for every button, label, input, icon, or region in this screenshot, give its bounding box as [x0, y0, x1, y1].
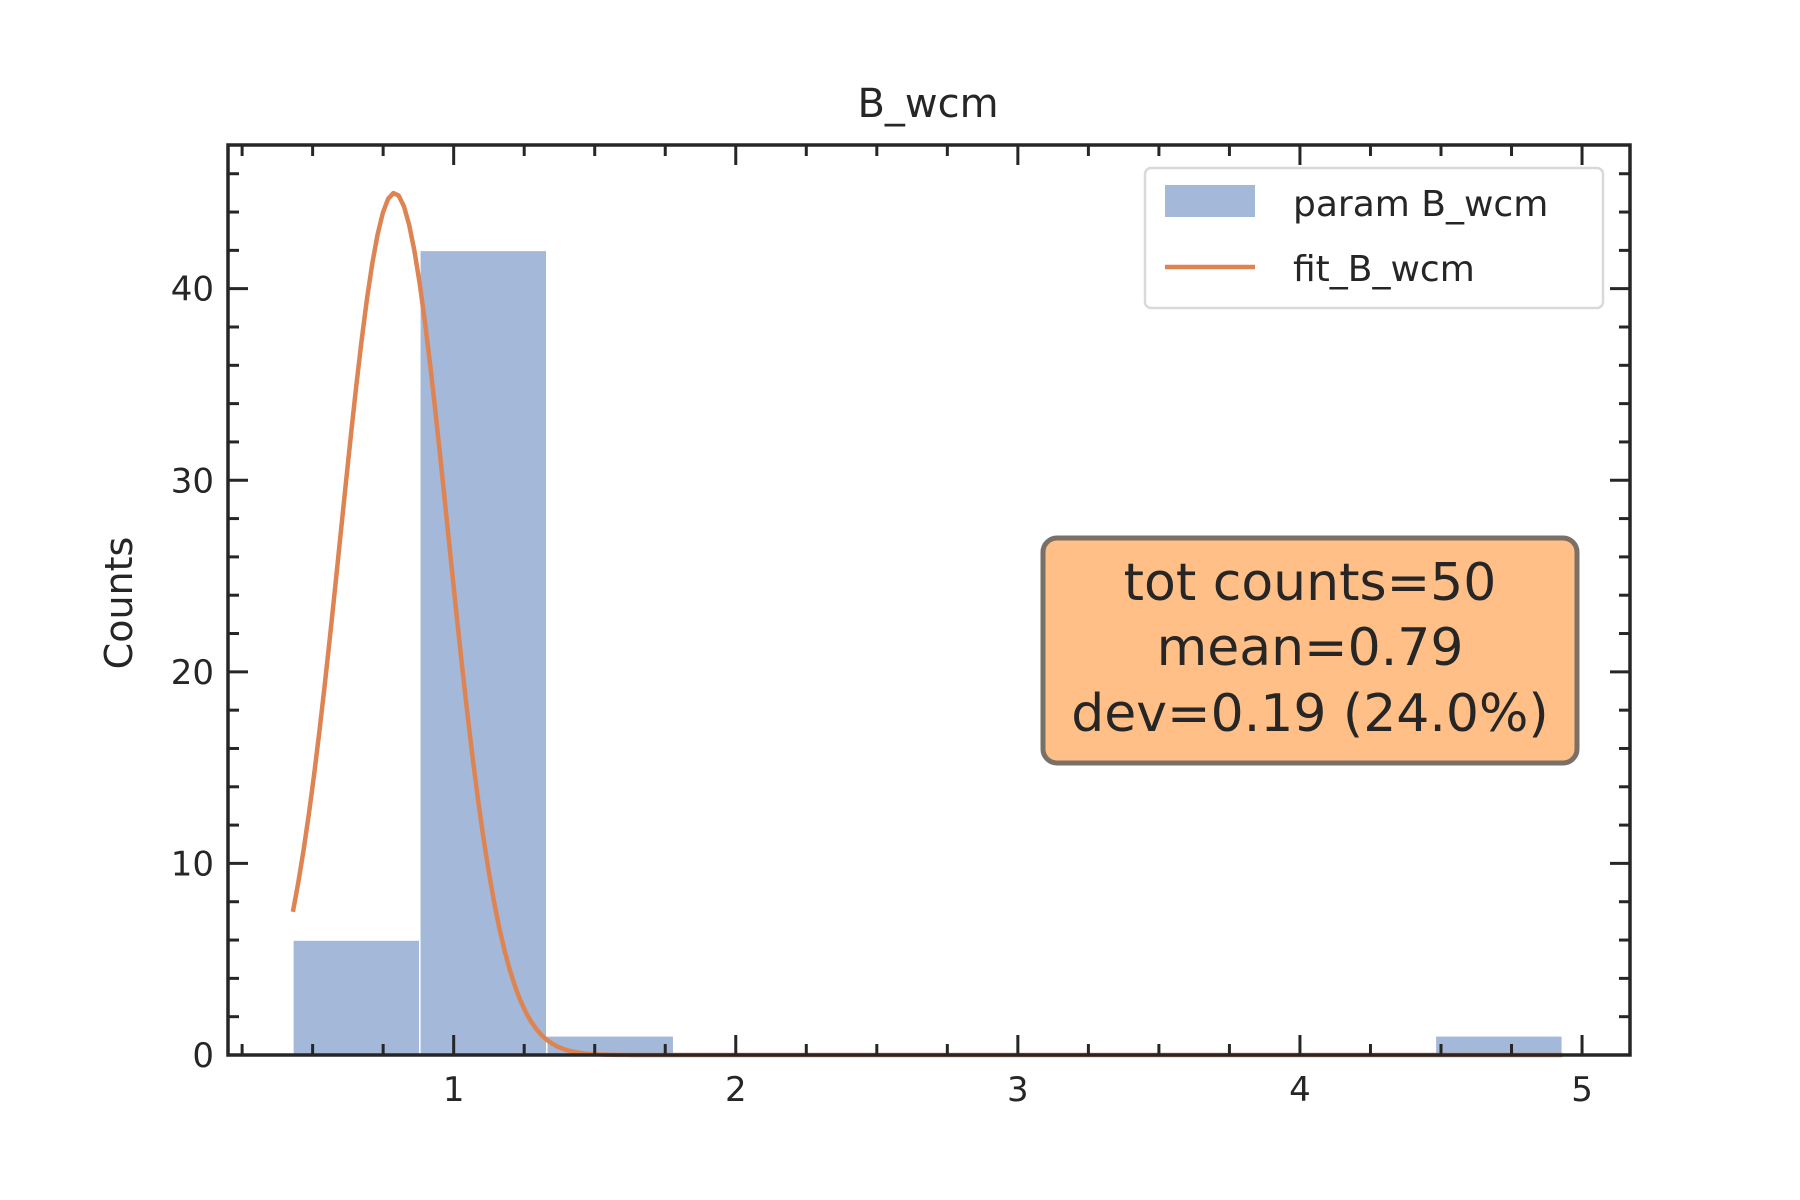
y-tick-label: 0: [192, 1036, 214, 1076]
y-tick-label: 20: [171, 653, 214, 693]
stats-line-dev: dev=0.19 (24.0%): [1071, 684, 1548, 744]
legend: param B_wcm fit_B_wcm: [1143, 166, 1605, 310]
histogram-bar: [292, 939, 421, 1056]
stats-box-frame: [1040, 535, 1580, 766]
y-tick-label: 10: [171, 844, 214, 884]
y-tick-label: 40: [171, 270, 214, 310]
legend-frame: [1143, 166, 1605, 310]
x-tick-label: 2: [725, 1070, 747, 1110]
plot-frame: [226, 143, 1632, 1057]
y-axis-label: Counts: [97, 537, 141, 670]
x-tick-label: 3: [1007, 1070, 1029, 1110]
x-tick-label: 5: [1571, 1070, 1593, 1110]
histogram-bar: [546, 1035, 675, 1056]
x-tick-label: 4: [1289, 1070, 1311, 1110]
stats-box: tot counts=50 mean=0.79 dev=0.19 (24.0%): [1040, 535, 1580, 766]
stats-line-mean: mean=0.79: [1157, 618, 1464, 678]
legend-label-fit: fit_B_wcm: [1293, 249, 1475, 290]
y-tick-label: 30: [171, 461, 214, 501]
legend-label-histogram: param B_wcm: [1293, 184, 1548, 225]
stats-line-total: tot counts=50: [1124, 553, 1497, 613]
histogram-bars: [292, 249, 1564, 1056]
legend-swatch-histogram: [1165, 185, 1255, 217]
histogram-bar: [419, 249, 548, 1056]
histogram-bar: [1434, 1035, 1564, 1056]
x-tick-label: 1: [443, 1070, 465, 1110]
tick-labels: 1 2 3 4 5 0 10 20 30 40: [171, 270, 1593, 1110]
axis-ticks: [228, 145, 1630, 1057]
chart-title: B_wcm: [857, 81, 998, 127]
